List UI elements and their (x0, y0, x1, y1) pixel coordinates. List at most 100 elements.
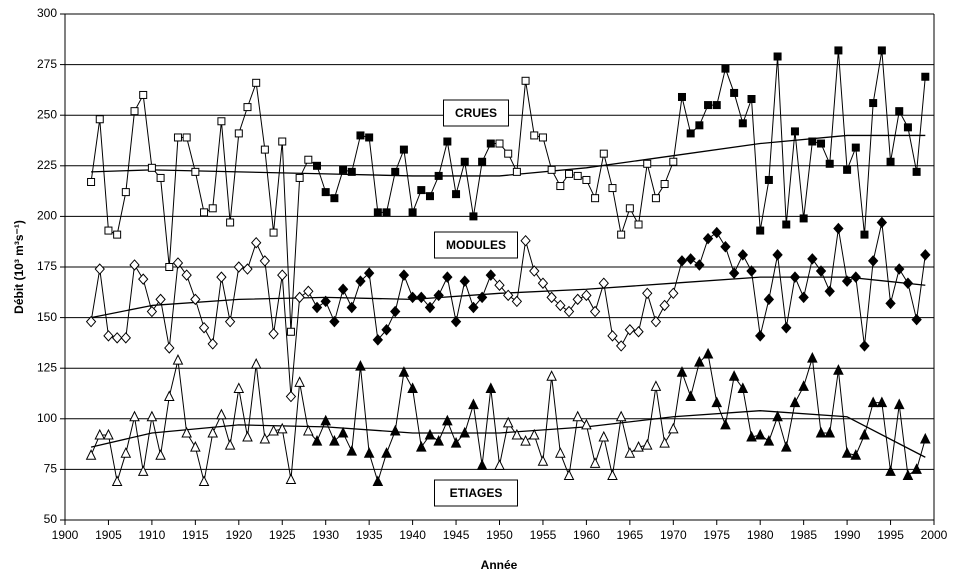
x-tick-label: 1905 (95, 528, 122, 542)
marker (711, 226, 722, 239)
marker (912, 167, 921, 176)
marker (920, 249, 931, 261)
marker (633, 441, 644, 452)
marker (615, 410, 627, 422)
marker (478, 157, 487, 166)
marker (876, 216, 888, 229)
marker (521, 76, 530, 85)
marker (712, 101, 721, 110)
marker (607, 330, 618, 342)
marker (807, 253, 818, 265)
marker (799, 214, 808, 223)
marker (877, 46, 886, 55)
marker (243, 103, 252, 112)
marker (373, 208, 382, 217)
marker (869, 99, 878, 108)
marker (346, 301, 357, 314)
marker (599, 149, 608, 158)
marker (555, 447, 566, 458)
marker (563, 305, 575, 318)
marker (433, 434, 444, 446)
marker (528, 428, 540, 440)
marker (164, 342, 175, 354)
x-tick-label: 1980 (747, 528, 774, 542)
x-tick-label: 1935 (356, 528, 383, 542)
marker (895, 107, 904, 116)
marker (417, 186, 426, 195)
marker (843, 165, 852, 174)
y-tick-label: 125 (37, 360, 57, 374)
marker (268, 424, 279, 436)
marker (191, 167, 200, 176)
series-label: CRUES (455, 106, 497, 120)
marker (781, 321, 792, 334)
marker (129, 410, 140, 422)
marker (407, 291, 418, 304)
marker (893, 398, 905, 410)
marker (200, 208, 209, 217)
series-label: ETIAGES (450, 486, 503, 500)
marker (815, 265, 827, 277)
marker (94, 428, 106, 440)
y-tick-label: 75 (44, 462, 58, 476)
marker (721, 64, 730, 73)
marker (425, 192, 434, 201)
series-label-box (434, 479, 518, 507)
marker (850, 449, 862, 460)
marker (337, 283, 349, 296)
marker (285, 473, 297, 485)
marker (555, 299, 566, 312)
marker (850, 271, 861, 283)
marker (120, 332, 132, 344)
marker (329, 315, 340, 328)
marker (537, 277, 549, 289)
marker (589, 457, 601, 468)
y-tick-label: 300 (37, 6, 57, 20)
marker (469, 212, 478, 221)
marker (641, 438, 653, 450)
marker (659, 299, 670, 312)
marker (355, 275, 366, 287)
marker (572, 293, 583, 306)
marker (650, 380, 662, 391)
marker (695, 121, 704, 130)
x-tick-label: 1960 (573, 528, 600, 542)
x-tick-label: 1990 (834, 528, 861, 542)
marker (530, 131, 539, 140)
marker (538, 133, 547, 142)
marker (902, 277, 914, 289)
marker (764, 175, 773, 184)
marker (372, 334, 384, 346)
marker (625, 204, 634, 213)
marker (399, 145, 408, 154)
marker (130, 107, 139, 116)
marker (659, 436, 670, 448)
marker (198, 321, 210, 334)
trend-line (90, 410, 926, 458)
marker (747, 95, 756, 104)
x-tick-label: 2000 (921, 528, 948, 542)
marker (624, 323, 636, 336)
marker (851, 143, 860, 152)
marker (833, 364, 844, 375)
marker (607, 469, 618, 480)
marker (859, 340, 870, 352)
x-tick-label: 1900 (52, 528, 79, 542)
x-tick-label: 1915 (182, 528, 209, 542)
marker (833, 222, 844, 235)
marker (841, 275, 853, 287)
marker (320, 295, 331, 308)
marker (476, 459, 488, 470)
marker (389, 424, 401, 436)
marker (815, 426, 827, 438)
x-tick-label: 1930 (312, 528, 339, 542)
marker (85, 449, 97, 460)
marker (468, 301, 479, 314)
marker (459, 426, 471, 438)
marker (138, 273, 149, 285)
marker (582, 175, 591, 184)
marker (303, 285, 314, 298)
marker (155, 293, 166, 306)
marker (460, 157, 469, 166)
marker (208, 204, 217, 213)
